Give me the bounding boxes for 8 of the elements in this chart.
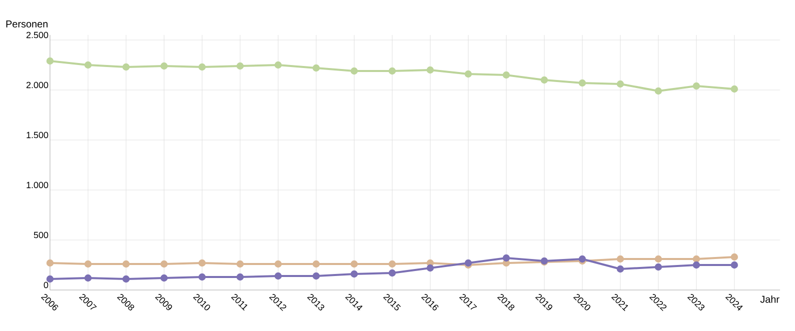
y-axis-title: Personen [6,20,48,28]
y-tick-label: 2.000 [26,82,48,88]
y-tick-label: 1.000 [26,182,48,188]
y-tick-label: 1.500 [26,132,48,138]
x-axis-title: Jahr [760,296,780,303]
y-tick-label: 2.500 [26,32,48,38]
y-tick-label: 0 [44,282,48,288]
y-tick-label: 500 [34,232,48,238]
